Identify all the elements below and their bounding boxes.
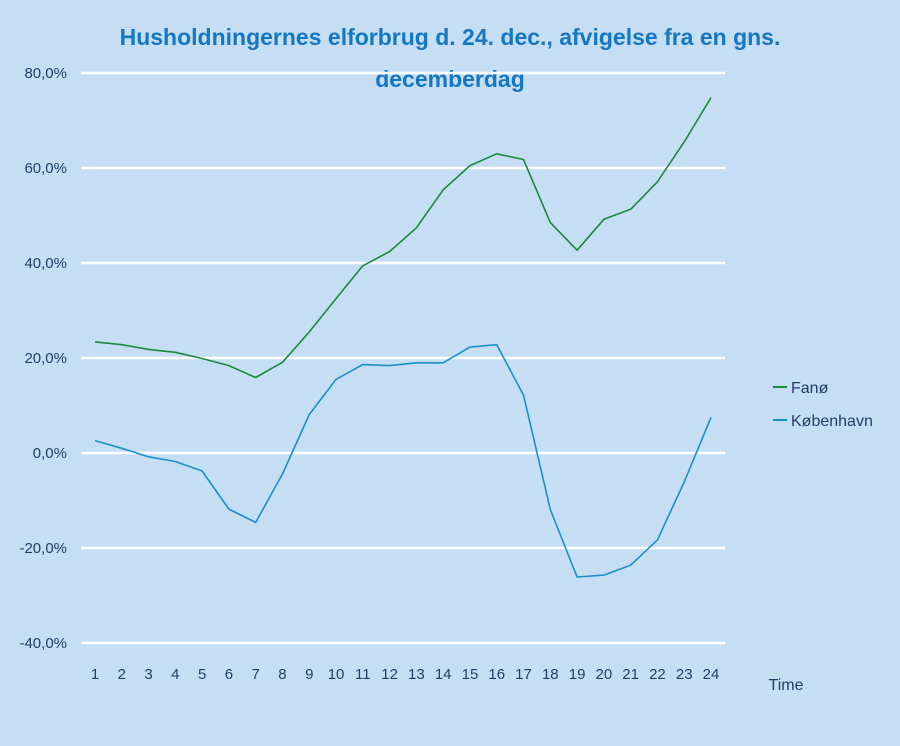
x-tick-label: 18 — [542, 666, 559, 683]
x-tick-label: 5 — [198, 666, 206, 683]
legend-label-kobenhavn: København — [791, 413, 873, 430]
x-tick-label: 1 — [91, 666, 99, 683]
x-tick-label: 9 — [305, 666, 313, 683]
legend-label-fano: Fanø — [791, 380, 829, 397]
x-tick-label: 11 — [355, 666, 371, 683]
series-line-kobenhavn — [94, 343, 712, 578]
x-tick-label: 23 — [676, 666, 693, 683]
x-tick-label: 8 — [278, 666, 286, 683]
x-tick-label: 19 — [569, 666, 586, 683]
x-tick-label: 21 — [622, 666, 639, 683]
x-axis-tick-labels: 1 2 3 4 5 6 7 8 9 10 11 12 13 14 15 16 17 18 19 20 21 22 23 24 — [91, 666, 720, 683]
x-tick-label: 15 — [462, 666, 479, 683]
legend: Fanø København — [773, 380, 873, 430]
x-tick-label: 10 — [328, 666, 345, 683]
y-axis-tick-labels: -40,0% -20,0% 0,0% 20,0% 40,0% 60,0% 80,0% — [19, 65, 67, 652]
x-tick-label: 14 — [435, 666, 452, 683]
x-tick-label: 22 — [649, 666, 666, 683]
x-tick-label: 16 — [488, 666, 505, 683]
x-tick-label: 20 — [596, 666, 613, 683]
x-tick-label: 3 — [144, 666, 152, 683]
y-tick-label: 40,0% — [24, 255, 67, 272]
x-tick-label: 4 — [171, 666, 179, 683]
x-axis-label: Time — [769, 677, 804, 694]
y-tick-label: 20,0% — [24, 350, 67, 367]
x-tick-label: 7 — [252, 666, 260, 683]
x-tick-label: 2 — [118, 666, 126, 683]
y-tick-label: -40,0% — [19, 635, 67, 652]
x-tick-label: 24 — [703, 666, 720, 683]
x-tick-label: 13 — [408, 666, 425, 683]
y-tick-label: 60,0% — [24, 160, 67, 177]
series-line-fano — [94, 97, 712, 379]
y-tick-label: 80,0% — [24, 65, 67, 82]
y-tick-label: 0,0% — [33, 445, 67, 462]
x-tick-label: 17 — [515, 666, 532, 683]
x-tick-label: 12 — [381, 666, 398, 683]
gridlines — [81, 71, 725, 645]
series-lines — [94, 97, 712, 578]
y-tick-label: -20,0% — [19, 540, 67, 557]
chart-title-line-2: decemberdag — [375, 66, 525, 92]
x-tick-label: 6 — [225, 666, 233, 683]
chart-title-line-1: Husholdningernes elforbrug d. 24. dec., … — [120, 24, 781, 50]
